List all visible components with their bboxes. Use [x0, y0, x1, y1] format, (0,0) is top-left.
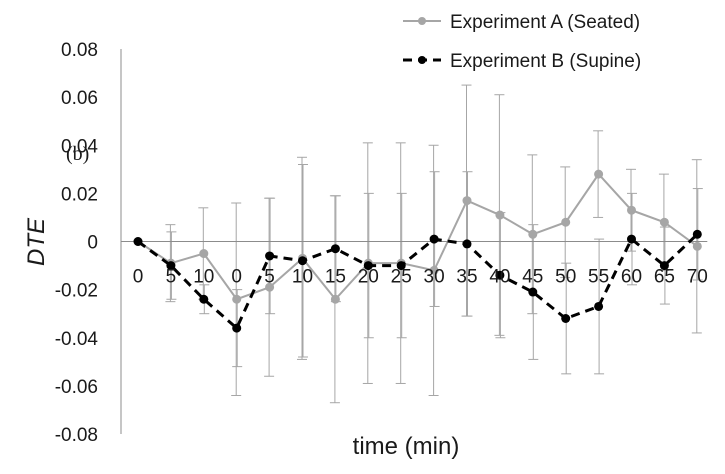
x-tick-label: 55 [588, 267, 609, 288]
data-point-experiment-b [495, 270, 505, 280]
data-point-experiment-b [363, 261, 373, 271]
data-point-experiment-b [232, 323, 242, 333]
data-point-experiment-b [265, 251, 275, 261]
x-tick-label: 30 [424, 267, 445, 288]
data-point-experiment-a [199, 249, 209, 259]
tick-labels: 0.080.060.040.020-0.02-0.04-0.06-0.080 5 1… [55, 40, 708, 446]
x-tick-label: 10 [193, 267, 214, 288]
data-point-experiment-a [330, 294, 340, 304]
x-tick-label: 0 [231, 267, 242, 288]
data-point-experiment-b [627, 234, 636, 244]
data-point-experiment-b [561, 314, 571, 323]
data-point-experiment-b [692, 229, 702, 239]
data-point-experiment-b [429, 234, 439, 244]
x-tick-label: 15 [325, 267, 346, 288]
data-point-experiment-a [594, 169, 604, 179]
x-tick-label: 70 [687, 267, 708, 288]
data-point-experiment-a [659, 217, 669, 227]
legend: Experiment A (Seated) Experiment B (Supi… [403, 12, 641, 72]
x-tick-label: 65 [654, 267, 675, 288]
data-point-experiment-b [528, 287, 538, 297]
x-tick-label: 35 [456, 267, 477, 288]
data-point-experiment-b [462, 239, 472, 249]
data-point-experiment-a [627, 205, 636, 215]
data-point-experiment-a [232, 294, 242, 304]
y-tick-label: -0.02 [55, 281, 98, 302]
data-point-experiment-b [594, 301, 604, 311]
y-axis-label: DTE [23, 217, 50, 266]
x-axis-label: time (min) [353, 433, 460, 460]
data-point-experiment-a [528, 229, 538, 239]
legend-marker-experiment-b [418, 56, 426, 64]
data-point-experiment-b [199, 294, 209, 304]
data-point-experiment-a [462, 196, 472, 206]
axes [120, 49, 708, 434]
data-point-experiment-b [659, 261, 669, 271]
data-point-experiment-a [561, 217, 571, 227]
x-tick-label: 40 [489, 267, 510, 288]
data-point-experiment-a [429, 265, 439, 275]
y-tick-label: 0.08 [61, 40, 98, 61]
x-tick-label: 25 [391, 267, 412, 288]
series-line-experiment-b [137, 233, 699, 331]
data-point-experiment-b [396, 261, 406, 271]
data-point-experiment-a [692, 241, 702, 251]
y-tick-label: -0.06 [55, 377, 98, 398]
data-point-experiment-b [330, 244, 340, 254]
error-bars [165, 84, 703, 404]
x-tick-label: 5 [166, 267, 177, 288]
x-tick-label: 45 [522, 267, 543, 288]
y-tick-label: 0 [87, 233, 98, 254]
data-point-experiment-a [265, 282, 275, 292]
x-tick-label: 20 [358, 267, 379, 288]
x-tick-label: 0 [133, 267, 144, 288]
series-line-experiment-a [137, 172, 698, 301]
data-point-experiment-b [133, 237, 143, 246]
legend-label-experiment-a: Experiment A (Seated) [450, 12, 640, 33]
data-point-experiment-b [298, 256, 307, 266]
y-tick-label: 0.04 [61, 136, 98, 157]
y-tick-label: 0.02 [61, 184, 98, 205]
x-tick-label: 10 [292, 267, 313, 288]
y-tick-label: -0.08 [55, 425, 98, 446]
series-lines [133, 169, 702, 333]
data-point-experiment-b [166, 261, 176, 271]
legend-label-experiment-b: Experiment B (Supine) [450, 51, 641, 72]
legend-marker-experiment-a [418, 17, 426, 25]
data-point-experiment-a [495, 210, 505, 220]
x-tick-label: 50 [555, 267, 576, 288]
y-tick-label: 0.06 [61, 88, 98, 109]
panel-label: (b) [66, 143, 89, 165]
x-tick-label: 5 [264, 267, 275, 288]
y-tick-label: -0.04 [55, 329, 99, 350]
x-tick-label: 60 [621, 267, 642, 288]
